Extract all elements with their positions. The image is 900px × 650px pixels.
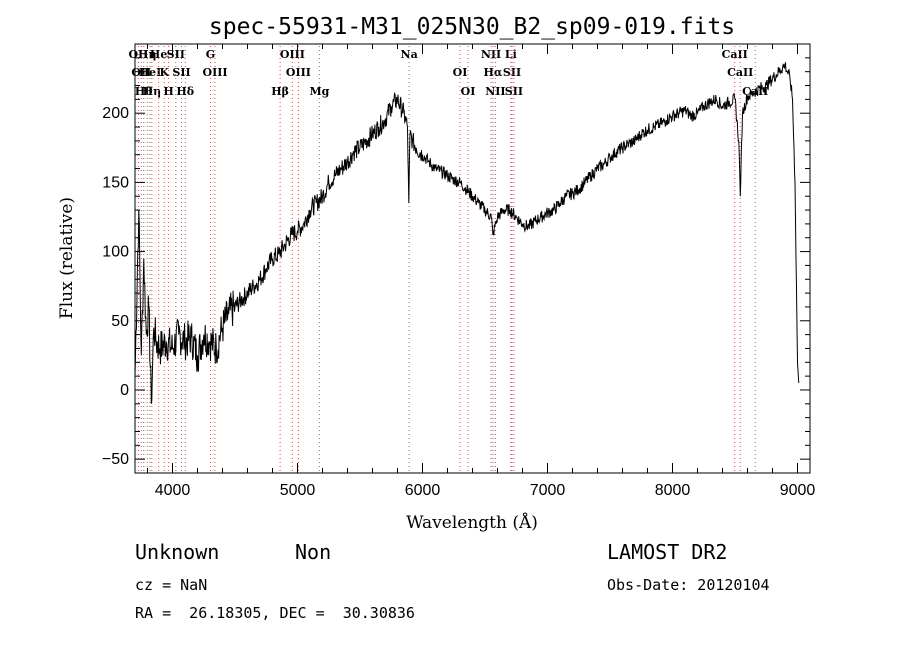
ra-dec: RA = 26.18305, DEC = 30.30836 (135, 604, 415, 622)
marker-label: OI (461, 85, 476, 98)
marker-label: NII (485, 85, 505, 98)
marker-label: Hη (143, 85, 161, 98)
marker-label: CaII (727, 66, 753, 79)
y-axis: −50 0 50 100 150 200 (102, 57, 810, 468)
marker-label: OIII (202, 66, 227, 79)
marker-label: Hδ (176, 85, 194, 98)
x-tick-label: 7000 (530, 482, 566, 499)
survey-label: LAMOST DR2 (607, 540, 728, 564)
cz-value: cz = NaN (135, 576, 208, 594)
y-tick-label: −50 (102, 451, 129, 468)
spectrum-line (134, 62, 800, 404)
marker-label: K (159, 66, 169, 79)
marker-label: OIII (280, 48, 305, 61)
marker-label: OII (131, 66, 151, 79)
y-tick-label: 150 (102, 174, 129, 191)
x-tick-label: 6000 (405, 482, 441, 499)
spectrum-series (134, 62, 800, 404)
y-tick-label: 0 (120, 382, 129, 399)
marker-label: Hθ (135, 85, 153, 98)
marker-label: SII (505, 85, 523, 98)
marker-label: SII (172, 66, 190, 79)
marker-label: CaII (722, 48, 748, 61)
class-label: Unknown (135, 540, 220, 564)
y-tick-label: 50 (111, 313, 129, 330)
y-tick-label: 200 (102, 105, 129, 122)
x-tick-label: 4000 (155, 482, 191, 499)
x-axis-label: Wavelength (Å) (406, 512, 538, 533)
obs-date: Obs-Date: 20120104 (607, 576, 770, 594)
marker-label: Hη (138, 48, 156, 61)
marker-label: Hβ (271, 85, 289, 98)
marker-label: He (150, 48, 167, 61)
marker-label: Hα (483, 66, 502, 79)
marker-label: Mg (309, 85, 329, 98)
subclass-label: Non (295, 540, 332, 564)
x-tick-label: 9000 (780, 482, 816, 499)
marker-label: HeI (139, 66, 162, 79)
marker-label: H (163, 85, 173, 98)
marker-label: G (206, 48, 215, 61)
marker-label: OIII (286, 66, 311, 79)
marker-label: OII (128, 48, 148, 61)
marker-label: SII (503, 66, 521, 79)
y-axis-label: Flux (relative) (57, 197, 77, 319)
marker-label: Na (401, 48, 418, 61)
x-tick-label: 8000 (655, 482, 691, 499)
chart-title: spec-55931-M31_025N30_B2_sp09-019.fits (209, 14, 735, 40)
x-tick-label: 5000 (280, 482, 316, 499)
y-tick-label: 100 (102, 244, 129, 261)
marker-label: OI (453, 66, 468, 79)
marker-label: SII (167, 48, 185, 61)
marker-label: NII (481, 48, 501, 61)
marker-label: Li (505, 48, 517, 61)
x-axis: 4000 5000 6000 7000 8000 9000 (147, 44, 816, 499)
line-markers: OIIOIIHθHηHeIHηHeKHSIISIIHδGOIIIHβOIIIOI… (128, 46, 768, 473)
